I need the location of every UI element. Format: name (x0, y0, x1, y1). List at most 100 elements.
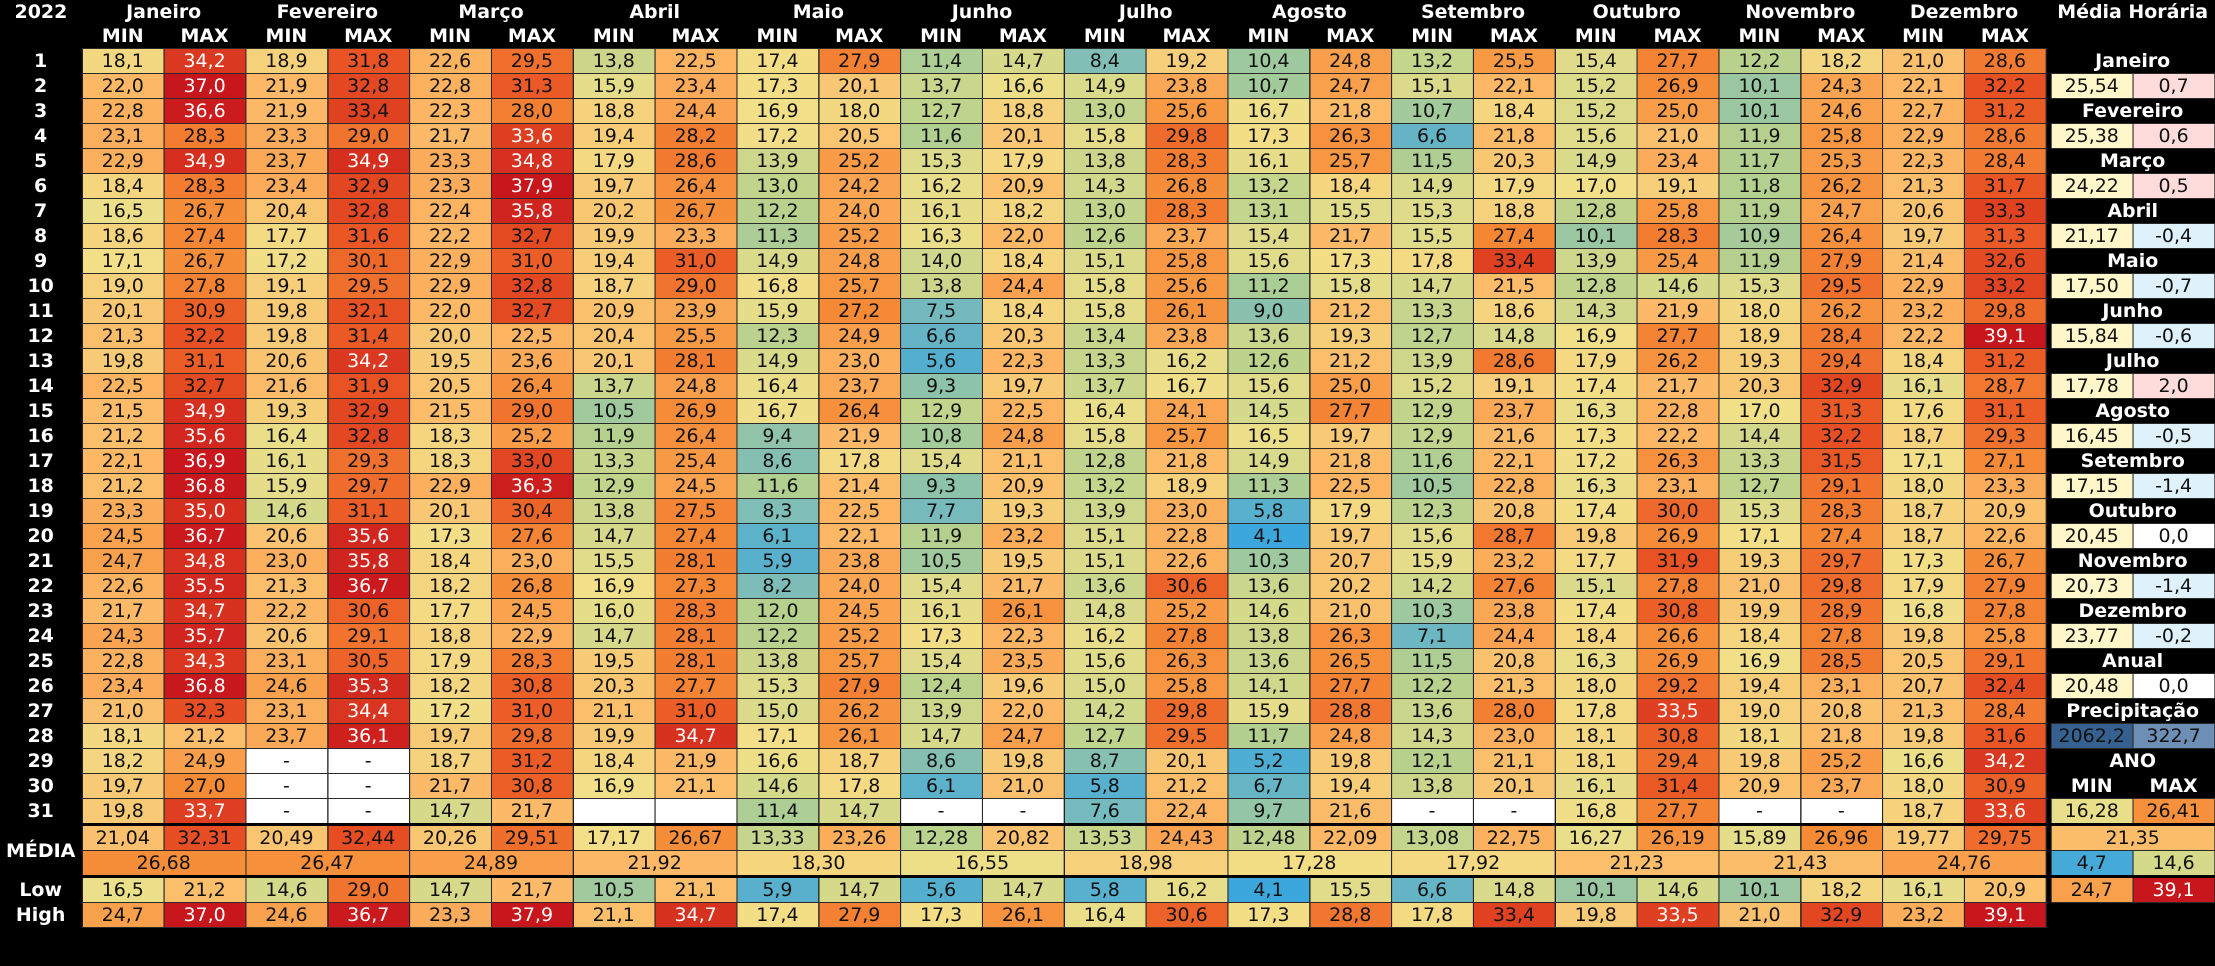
temperature-cell: 6,1 (736, 523, 819, 549)
temperature-cell: 39,1 (1963, 323, 2047, 349)
temperature-cell: 26,4 (490, 373, 574, 399)
temperature-cell: 16,1 (899, 598, 983, 624)
high-cell: 24,7 (81, 902, 165, 928)
temperature-cell: 23,0 (490, 548, 574, 574)
temperature-cell: 36,3 (490, 473, 574, 499)
temperature-cell: 21,0 (1881, 48, 1965, 74)
temperature-cell: 11,5 (1390, 648, 1474, 674)
media-cell: 20,26 (408, 823, 492, 851)
temperature-cell: 26,4 (654, 173, 738, 199)
low-cell: 21,1 (654, 875, 738, 903)
gap (2045, 648, 2051, 674)
gap (2045, 673, 2051, 699)
temperature-cell: 29,1 (1799, 473, 1883, 499)
temperature-cell: 17,3 (408, 523, 492, 549)
gap (2045, 573, 2051, 599)
temperature-cell: 28,3 (654, 598, 738, 624)
temperature-cell: 17,4 (1554, 498, 1638, 524)
temperature-cell: 27,8 (163, 273, 246, 299)
temperature-cell: 23,0 (1145, 498, 1229, 524)
temperature-cell: 21,2 (81, 423, 165, 449)
temperature-cell: 22,6 (1963, 523, 2047, 549)
temperature-cell: 16,6 (981, 73, 1065, 99)
temperature-cell: 30,6 (1145, 573, 1229, 599)
gap (2045, 348, 2051, 374)
temperature-cell: 12,6 (1063, 223, 1147, 249)
temperature-cell: 16,2 (1063, 623, 1147, 649)
temperature-cell: 18,4 (572, 748, 656, 774)
temperature-cell: 24,0 (817, 573, 901, 599)
temperature-cell: 20,6 (1881, 198, 1965, 224)
max-col-header: MAX (654, 24, 737, 49)
temperature-cell: 20,0 (408, 323, 492, 349)
temperature-cell: 23,7 (1145, 223, 1229, 249)
temperature-cell: 28,3 (1799, 498, 1883, 524)
temperature-cell: 8,6 (736, 448, 819, 474)
temperature-cell: 35,8 (490, 198, 574, 224)
temperature-cell: 24,9 (817, 323, 901, 349)
temperature-cell: 22,5 (981, 398, 1065, 424)
temperature-cell: 31,3 (1799, 398, 1883, 424)
temperature-cell: 28,1 (654, 348, 738, 374)
media-cell: 12,48 (1227, 823, 1310, 851)
temperature-cell: 34,2 (163, 48, 246, 74)
temperature-cell: 14,1 (1227, 673, 1310, 699)
temperature-cell: 21,2 (1308, 298, 1392, 324)
temperature-cell: 20,8 (1472, 648, 1556, 674)
temperature-cell: 32,2 (163, 323, 246, 349)
temperature-cell: 18,0 (1554, 673, 1638, 699)
temperature-cell: 11,7 (1718, 148, 1801, 174)
temperature-cell: 28,3 (490, 648, 574, 674)
media-month-cell: 17,28 (1227, 850, 1392, 877)
temperature-cell: 16,9 (1718, 648, 1801, 674)
temperature-cell: 7,5 (899, 298, 983, 324)
month-header: Novembro (1718, 0, 1883, 24)
temperature-cell: 27,7 (1636, 48, 1720, 74)
temperature-cell: 14,6 (1636, 273, 1720, 299)
temperature-cell: 20,8 (1799, 698, 1883, 724)
temperature-cell: 14,6 (1227, 598, 1310, 624)
temperature-cell: 19,6 (981, 673, 1065, 699)
month-header: Abril (572, 0, 737, 24)
temperature-cell: 27,2 (817, 298, 901, 324)
media-horaria-title: Média Horária (2050, 0, 2215, 24)
gap (2045, 73, 2051, 99)
temperature-cell: 27,8 (1963, 598, 2047, 624)
low-cell: 10,5 (572, 875, 656, 903)
table-row: 31 19,8 33,7- -14,7 21,7 11,4 14,7- -7,6 22,4 9,7… (0, 798, 2215, 825)
temperature-cell: 32,1 (326, 298, 410, 324)
temperature-cell: 23,2 (1472, 548, 1556, 574)
temperature-cell: 18,2 (1799, 48, 1883, 74)
temperature-cell: 15,0 (736, 698, 819, 724)
low-cell: 6,6 (1390, 875, 1474, 903)
max-col-header: MAX (982, 24, 1064, 49)
table-row: 27 21,0 32,3 23,1 34,4 17,2 31,0 21,1 31,0 15,0 26… (0, 698, 2215, 724)
temperature-cell: 28,0 (490, 98, 574, 124)
media-horaria-avg: 20,48 (2050, 673, 2134, 699)
temperature-cell: 21,1 (654, 773, 738, 799)
temperature-cell: 22,1 (1472, 73, 1556, 99)
temperature-cell: 16,1 (1227, 148, 1310, 174)
temperature-cell: 21,7 (408, 773, 492, 799)
temperature-cell: 25,0 (1636, 98, 1720, 124)
high-cell: 17,3 (1227, 902, 1310, 928)
temperature-cell: 28,6 (1963, 48, 2047, 74)
media-horaria-deviation: -1,4 (2132, 473, 2215, 499)
day-label: 7 (0, 198, 82, 224)
temperature-cell: 35,6 (326, 523, 410, 549)
gap (2045, 698, 2051, 724)
temperature-cell: 19,8 (244, 298, 328, 324)
spacer (2050, 902, 2133, 928)
temperature-cell: 16,9 (1554, 323, 1638, 349)
temperature-cell: 16,1 (244, 448, 328, 474)
temperature-cell: 9,4 (736, 423, 819, 449)
media-cell: 24,43 (1145, 823, 1229, 851)
gap (2045, 498, 2051, 524)
temperature-cell: 18,6 (81, 223, 165, 249)
temperature-cell: 17,7 (408, 598, 492, 624)
media-cell: 23,26 (817, 823, 901, 851)
temperature-cell: 13,6 (1227, 648, 1310, 674)
day-label: 13 (0, 348, 82, 374)
temperature-cell: 14,3 (1554, 298, 1638, 324)
temperature-cell: 16,8 (1554, 798, 1638, 825)
